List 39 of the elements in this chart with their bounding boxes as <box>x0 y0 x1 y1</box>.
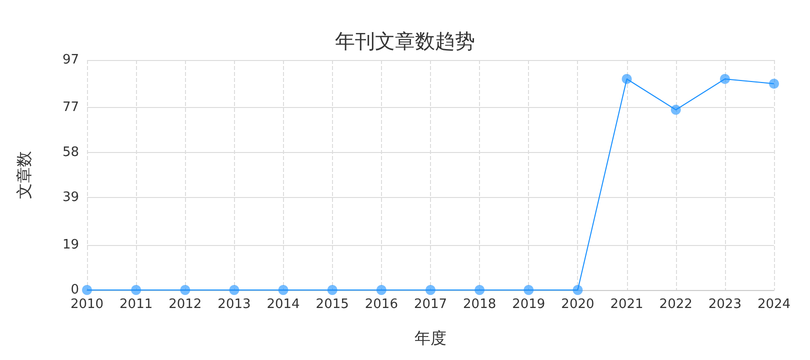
x-tick-label: 2024 <box>757 297 791 312</box>
y-tick-label: 0 <box>70 282 79 298</box>
point <box>474 285 485 295</box>
point <box>426 285 436 295</box>
x-axis-title: 年度 <box>414 328 446 348</box>
y-tick-label: 77 <box>62 100 79 115</box>
point <box>572 285 583 295</box>
x-tick-label: 2021 <box>610 297 644 312</box>
chart-title: 年刊文章数趋势 <box>335 29 475 53</box>
point <box>180 285 190 295</box>
y-tick-label: 58 <box>62 144 79 160</box>
y-tick-label: 39 <box>62 190 79 206</box>
point <box>622 74 632 84</box>
point <box>278 285 288 295</box>
x-tick-label: 2014 <box>266 297 300 312</box>
x-tick-label: 2011 <box>120 297 153 312</box>
x-tick-label: 2012 <box>168 297 202 312</box>
y-tick-label: 19 <box>62 237 79 252</box>
point <box>229 285 240 295</box>
y-axis-title: 文章数 <box>14 151 34 199</box>
x-tick-label: 2015 <box>316 297 349 312</box>
point <box>670 104 681 115</box>
x-tick-label: 2016 <box>364 297 398 312</box>
x-tick-label: 2017 <box>414 297 448 312</box>
point <box>524 285 534 295</box>
y-tick-label: 97 <box>62 52 79 68</box>
point <box>327 285 338 295</box>
x-tick-label: 2022 <box>659 297 692 312</box>
x-tick-label: 2018 <box>463 297 496 312</box>
x-tick-label: 2023 <box>708 297 742 312</box>
x-tick-label: 2019 <box>512 297 546 312</box>
point <box>131 285 142 295</box>
point <box>720 74 730 84</box>
point <box>82 285 92 295</box>
point <box>376 285 386 295</box>
x-tick-label: 2010 <box>70 297 104 312</box>
point <box>769 78 779 89</box>
x-tick-label: 2020 <box>561 297 594 312</box>
x-tick-label: 2013 <box>218 297 251 312</box>
